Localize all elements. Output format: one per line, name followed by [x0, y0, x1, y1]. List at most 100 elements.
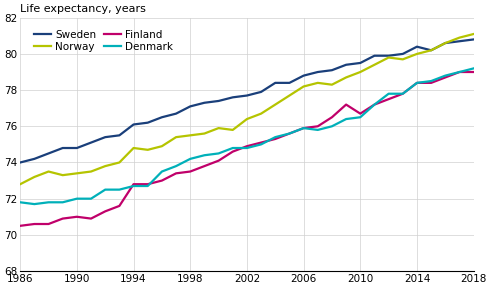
Finland [300, 126, 306, 130]
Sweden [471, 38, 477, 41]
Norway [88, 170, 94, 173]
Denmark [457, 70, 463, 74]
Norway [60, 173, 66, 177]
Finland [244, 145, 250, 148]
Sweden [60, 146, 66, 150]
Sweden [116, 134, 122, 137]
Finland [230, 150, 236, 153]
Sweden [74, 146, 80, 150]
Sweden [201, 101, 207, 105]
Norway [46, 170, 52, 173]
Finland [258, 141, 264, 144]
Sweden [145, 121, 151, 124]
Sweden [17, 161, 23, 164]
Sweden [230, 96, 236, 99]
Finland [343, 103, 349, 106]
Finland [46, 222, 52, 226]
Norway [273, 103, 278, 106]
Sweden [273, 81, 278, 85]
Sweden [329, 69, 335, 72]
Sweden [258, 90, 264, 94]
Norway [286, 94, 292, 97]
Norway [187, 134, 193, 137]
Denmark [60, 200, 66, 204]
Sweden [343, 63, 349, 67]
Denmark [442, 74, 448, 77]
Finland [414, 81, 420, 85]
Denmark [187, 157, 193, 161]
Sweden [442, 41, 448, 45]
Denmark [300, 126, 306, 130]
Finland [457, 70, 463, 74]
Finland [31, 222, 37, 226]
Norway [244, 117, 250, 121]
Finland [357, 112, 363, 115]
Norway [300, 85, 306, 88]
Sweden [46, 152, 52, 155]
Denmark [471, 67, 477, 70]
Norway [17, 183, 23, 186]
Norway [216, 126, 221, 130]
Finland [173, 172, 179, 175]
Sweden [31, 157, 37, 161]
Finland [286, 132, 292, 135]
Denmark [273, 135, 278, 139]
Denmark [315, 128, 321, 132]
Norway [201, 132, 207, 135]
Finland [385, 97, 391, 101]
Sweden [300, 74, 306, 77]
Finland [102, 210, 108, 213]
Norway [442, 41, 448, 45]
Norway [159, 145, 165, 148]
Norway [74, 172, 80, 175]
Norway [173, 135, 179, 139]
Sweden [372, 54, 378, 57]
Finland [116, 204, 122, 208]
Sweden [173, 112, 179, 115]
Denmark [343, 117, 349, 121]
Denmark [131, 184, 136, 188]
Finland [400, 92, 406, 95]
Sweden [385, 54, 391, 57]
Finland [17, 224, 23, 228]
Finland [216, 159, 221, 162]
Sweden [244, 94, 250, 97]
Sweden [315, 70, 321, 74]
Norway [145, 148, 151, 151]
Finland [88, 217, 94, 220]
Denmark [414, 81, 420, 85]
Line: Finland: Finland [20, 72, 474, 226]
Sweden [88, 141, 94, 144]
Norway [230, 128, 236, 132]
Line: Norway: Norway [20, 34, 474, 184]
Denmark [357, 115, 363, 119]
Sweden [428, 49, 434, 52]
Denmark [216, 152, 221, 155]
Line: Sweden: Sweden [20, 39, 474, 162]
Denmark [230, 146, 236, 150]
Norway [329, 83, 335, 86]
Norway [343, 76, 349, 79]
Sweden [357, 61, 363, 65]
Line: Denmark: Denmark [20, 68, 474, 204]
Denmark [372, 103, 378, 106]
Norway [131, 146, 136, 150]
Finland [315, 125, 321, 128]
Denmark [46, 200, 52, 204]
Denmark [286, 132, 292, 135]
Text: Life expectancy, years: Life expectancy, years [20, 4, 146, 14]
Denmark [159, 170, 165, 173]
Denmark [173, 164, 179, 168]
Denmark [88, 197, 94, 200]
Denmark [385, 92, 391, 95]
Finland [442, 76, 448, 79]
Norway [428, 49, 434, 52]
Denmark [428, 79, 434, 83]
Sweden [216, 99, 221, 103]
Sweden [414, 45, 420, 48]
Finland [131, 183, 136, 186]
Norway [400, 58, 406, 61]
Denmark [244, 146, 250, 150]
Denmark [145, 184, 151, 188]
Norway [31, 175, 37, 179]
